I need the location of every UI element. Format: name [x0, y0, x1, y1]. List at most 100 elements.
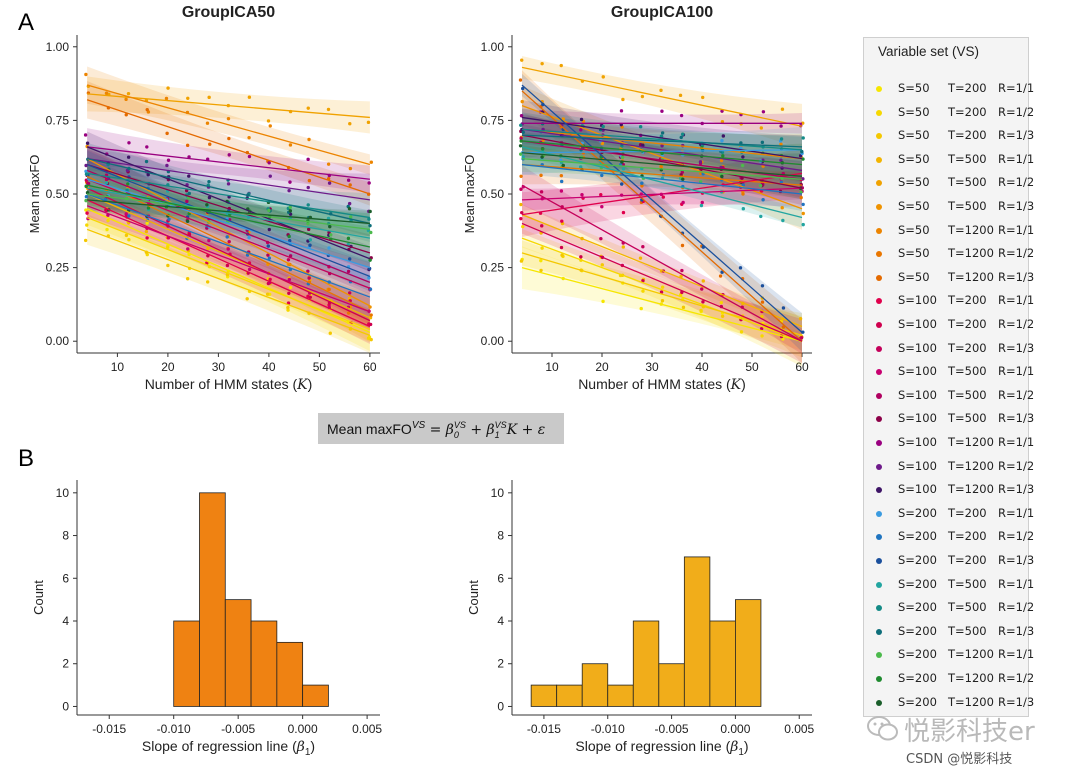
- data-point: [106, 218, 110, 223]
- data-point: [760, 284, 765, 288]
- legend-marker: [876, 652, 882, 659]
- y-tick-label: 4: [497, 614, 504, 628]
- y-axis-label: Count: [466, 580, 481, 615]
- legend-r: R=1/3: [998, 482, 1035, 497]
- data-point: [207, 179, 211, 184]
- x-tick-label: 20: [595, 360, 609, 374]
- legend-t: T=500: [948, 600, 987, 615]
- legend-r: R=1/2: [998, 317, 1035, 331]
- data-point: [519, 174, 523, 178]
- legend-s: S=100: [898, 387, 937, 402]
- x-tick-label: -0.005: [655, 722, 689, 736]
- x-tick-label: 0.005: [784, 722, 814, 736]
- data-point: [227, 136, 231, 141]
- data-point: [640, 184, 644, 188]
- data-point: [126, 91, 131, 96]
- data-point: [741, 155, 745, 159]
- data-point: [226, 247, 230, 251]
- regression-line: [521, 84, 803, 333]
- data-point: [559, 245, 564, 250]
- legend-marker: [876, 463, 882, 470]
- data-point: [165, 131, 169, 136]
- legend-marker: [876, 133, 882, 140]
- data-point: [801, 177, 805, 181]
- regression-line: [86, 163, 371, 278]
- chart-title: GroupICA50: [182, 4, 275, 21]
- data-point: [124, 212, 128, 216]
- histogram-bar: [658, 663, 685, 707]
- legend-r: R=1/1: [998, 647, 1035, 662]
- wechat-icon: [867, 716, 898, 741]
- x-tick-label: -0.010: [157, 722, 191, 736]
- data-point: [521, 155, 525, 159]
- legend-marker: [876, 581, 882, 588]
- data-point: [579, 128, 583, 132]
- data-point: [124, 97, 128, 102]
- data-point: [225, 263, 230, 268]
- data-point: [518, 78, 523, 82]
- data-point: [720, 314, 725, 318]
- legend-s: S=100: [898, 482, 937, 497]
- legend-t: T=1200: [948, 435, 994, 449]
- data-point: [521, 224, 525, 229]
- regression-line: [86, 99, 371, 195]
- legend-s: S=200: [898, 600, 937, 615]
- data-point: [367, 217, 371, 221]
- data-point: [306, 221, 310, 226]
- y-tick-label: 0: [62, 699, 69, 713]
- data-point: [520, 86, 525, 91]
- data-point: [166, 245, 170, 249]
- x-tick-label: 40: [695, 360, 709, 374]
- legend-r: R=1/2: [998, 458, 1035, 473]
- legend-marker: [876, 274, 882, 281]
- legend-r: R=1/1: [998, 576, 1035, 591]
- data-point: [286, 305, 290, 310]
- data-point: [84, 208, 88, 212]
- legend-t: T=200: [948, 81, 987, 95]
- legend-r: R=1/1: [998, 364, 1035, 379]
- data-point: [104, 91, 109, 95]
- data-point: [659, 164, 663, 169]
- y-tick-label: 6: [62, 571, 69, 585]
- data-point: [247, 95, 252, 99]
- legend-r: R=1/3: [998, 340, 1035, 355]
- x-tick-label: 40: [262, 360, 276, 374]
- x-tick-label: -0.015: [92, 722, 126, 736]
- legend-s: S=100: [898, 293, 937, 308]
- legend-s: S=50: [898, 222, 930, 237]
- legend-r: R=1/2: [998, 175, 1035, 190]
- confidence-band: [522, 165, 802, 354]
- data-point: [641, 245, 645, 249]
- regression-line: [521, 158, 803, 180]
- data-point: [759, 327, 764, 331]
- y-tick-label: 0.75: [46, 113, 70, 127]
- legend-t: T=500: [948, 364, 987, 379]
- data-point: [801, 157, 805, 161]
- data-point: [207, 195, 212, 200]
- x-axis-label: Slope of regression line (β1): [142, 738, 315, 758]
- data-point: [620, 155, 625, 160]
- regression-line: [86, 228, 371, 336]
- legend-r: R=1/1: [998, 435, 1035, 449]
- data-point: [720, 120, 725, 124]
- data-point: [268, 277, 272, 282]
- confidence-band: [87, 142, 370, 237]
- legend-t: T=1200: [948, 694, 994, 709]
- data-point: [680, 268, 684, 273]
- data-point: [519, 202, 523, 207]
- data-point: [539, 190, 544, 194]
- data-point: [601, 75, 605, 79]
- y-tick-label: 1.00: [481, 40, 505, 54]
- data-point: [247, 267, 252, 272]
- histogram-bar: [530, 684, 558, 707]
- data-point: [368, 223, 372, 228]
- x-axis-label: Number of HMM states (K): [145, 376, 313, 393]
- data-point: [540, 61, 544, 66]
- data-point: [740, 163, 745, 168]
- data-point: [185, 277, 190, 281]
- data-point: [779, 158, 783, 162]
- y-axis-label: Mean maxFO: [462, 155, 477, 234]
- regression-line: [521, 128, 803, 172]
- legend-t: T=500: [948, 387, 987, 402]
- data-point: [267, 208, 271, 213]
